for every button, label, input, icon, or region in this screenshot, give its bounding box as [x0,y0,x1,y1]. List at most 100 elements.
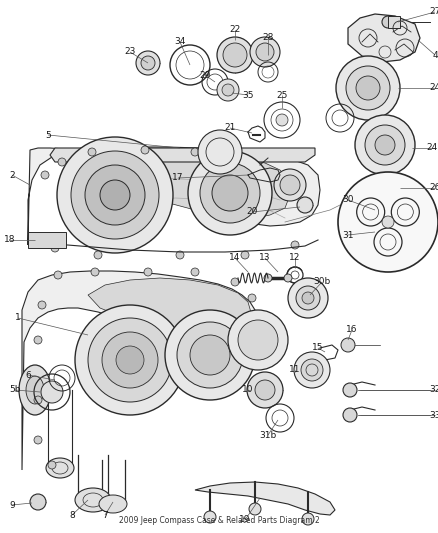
Text: 23: 23 [124,47,136,56]
Circle shape [291,241,299,249]
Circle shape [54,271,62,279]
Text: 12: 12 [290,254,301,262]
Polygon shape [88,278,252,338]
Circle shape [177,322,243,388]
Circle shape [198,130,242,174]
Circle shape [191,268,199,276]
Text: 18: 18 [4,236,16,245]
Circle shape [144,268,152,276]
Text: 19: 19 [239,515,251,524]
Circle shape [241,251,249,259]
Circle shape [75,305,185,415]
Text: 16: 16 [346,326,358,335]
Circle shape [38,301,46,309]
Circle shape [191,148,199,156]
Circle shape [85,165,145,225]
Circle shape [231,278,239,286]
Circle shape [30,494,46,510]
Circle shape [48,461,56,469]
Circle shape [141,146,149,154]
Text: 29: 29 [199,70,211,79]
Polygon shape [348,14,420,62]
Circle shape [58,158,66,166]
Text: 2009 Jeep Compass Case & Related Parts Diagram 2: 2009 Jeep Compass Case & Related Parts D… [119,516,319,525]
Circle shape [343,383,357,397]
Text: 30b: 30b [313,278,331,287]
Circle shape [228,310,288,370]
Circle shape [365,125,405,165]
Circle shape [284,274,292,282]
Circle shape [276,114,288,126]
Polygon shape [28,147,320,245]
Text: 35: 35 [242,91,254,100]
Circle shape [102,332,158,388]
Circle shape [256,43,274,61]
Circle shape [57,137,173,253]
Circle shape [41,381,63,403]
Ellipse shape [19,365,51,415]
Circle shape [212,175,248,211]
Ellipse shape [99,495,127,513]
Circle shape [280,175,300,195]
Circle shape [34,396,42,404]
Circle shape [190,335,230,375]
Text: 10: 10 [242,385,254,394]
Circle shape [302,513,314,525]
Text: 22: 22 [230,26,240,35]
Circle shape [238,320,278,360]
Circle shape [176,251,184,259]
Circle shape [346,66,390,110]
Circle shape [288,278,328,318]
Text: 24b: 24b [427,143,438,152]
Circle shape [382,216,394,228]
Circle shape [250,37,280,67]
Text: 21: 21 [224,124,236,133]
Circle shape [136,51,160,75]
Circle shape [301,359,323,381]
Text: 9: 9 [9,500,15,510]
Text: 31b: 31b [259,431,277,440]
Circle shape [94,251,102,259]
Circle shape [255,380,275,400]
Circle shape [296,286,320,310]
Text: 8: 8 [69,511,75,520]
Circle shape [91,268,99,276]
Circle shape [341,338,355,352]
Text: 32: 32 [429,385,438,394]
Text: 33: 33 [429,410,438,419]
Circle shape [249,503,261,515]
Ellipse shape [26,376,44,404]
Bar [388,16,400,28]
Text: 28: 28 [262,34,274,43]
Text: 6: 6 [25,370,31,379]
Text: 15: 15 [312,343,324,352]
Polygon shape [50,148,315,162]
Text: 7: 7 [102,511,108,520]
Circle shape [356,76,380,100]
Circle shape [165,310,255,400]
Bar [377,183,393,197]
Circle shape [264,274,272,282]
Circle shape [71,151,159,239]
Text: 14: 14 [230,254,241,262]
Circle shape [217,79,239,101]
Circle shape [217,37,253,73]
Text: 4: 4 [432,51,438,60]
Circle shape [116,346,144,374]
Circle shape [375,180,395,200]
Circle shape [88,148,96,156]
Circle shape [88,318,172,402]
Text: 27: 27 [429,7,438,17]
Circle shape [343,408,357,422]
Polygon shape [22,271,256,470]
Circle shape [375,135,395,155]
Circle shape [141,56,155,70]
Circle shape [302,292,314,304]
Circle shape [51,244,59,252]
Text: 24: 24 [429,84,438,93]
Circle shape [297,197,313,213]
Circle shape [338,172,438,272]
Text: 31: 31 [342,230,354,239]
Circle shape [200,163,260,223]
Bar [28,232,66,248]
